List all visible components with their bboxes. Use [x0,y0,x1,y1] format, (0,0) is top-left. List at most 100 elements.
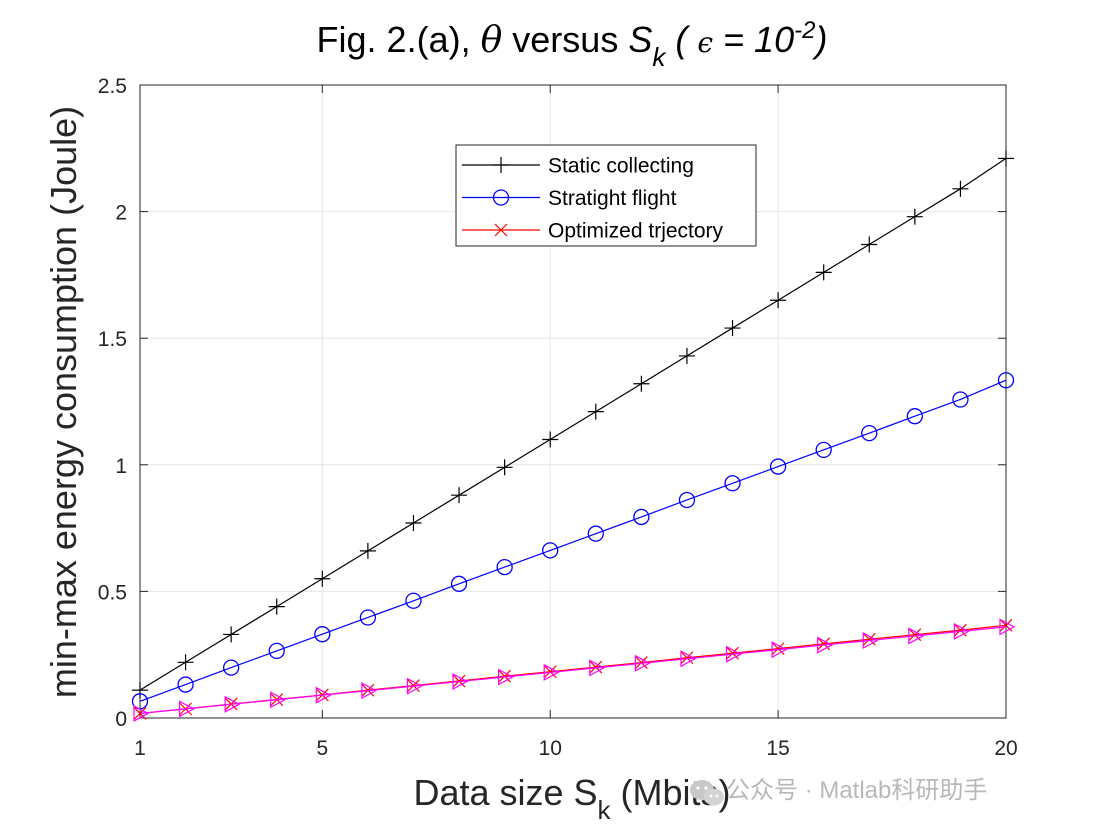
data-point [633,375,650,392]
data-point [862,632,879,650]
series-3 [133,618,1016,722]
data-point [908,627,925,645]
data-point [496,558,513,576]
data-point [771,642,785,656]
data-point [587,525,604,542]
data-point [359,609,377,626]
x-axis-label: Data size Sk (Mbits) [413,772,730,825]
data-point [815,441,832,459]
axes-frame [139,84,1007,719]
data-point [634,654,651,672]
data-point [542,431,559,448]
x-axis-ticks: 1 5 10 15 20 [134,85,1018,760]
data-point [223,659,240,676]
data-point [769,458,787,475]
data-point [817,636,833,654]
data-point [178,700,195,718]
y-axis-ticks: 0 0.5 1 1.5 2 2.5 [98,75,1006,731]
x-tick-label: 10 [539,737,562,760]
data-point [680,650,697,668]
data-point [589,660,603,674]
data-point [725,645,742,663]
data-point [815,264,832,281]
data-point [359,542,376,559]
series-layer [131,150,1016,722]
legend: Static collecting Stratight flight Optimiz… [455,144,757,247]
data-point [771,641,788,659]
data-point [587,403,604,420]
x-tick-label: 20 [994,737,1017,760]
legend-item: Static collecting [462,155,694,178]
y-tick-label: 2.5 [98,75,127,98]
series-line [139,157,1007,691]
y-tick-label: 1.5 [98,328,127,351]
data-point [953,622,970,640]
data-point [133,704,150,722]
axes-box [139,84,1007,719]
legend-box [455,144,757,247]
data-point [224,695,241,713]
legend-marker [494,223,508,237]
data-point [906,208,923,225]
y-tick-label: 1 [115,455,127,478]
legend-label: Optimized trjectory [548,220,724,243]
data-point [223,626,240,643]
data-point [496,459,513,476]
data-point [997,372,1015,389]
data-point [906,408,923,425]
y-tick-label: 2 [115,202,127,225]
data-point [268,642,285,660]
data-point [452,673,469,691]
series-0 [132,150,1014,699]
data-point [177,676,194,693]
data-point [724,475,741,492]
y-tick-label: 0 [115,708,127,731]
data-point [861,424,878,442]
data-point [726,646,739,660]
data-point [999,618,1016,636]
x-tick-label: 5 [316,737,328,760]
data-point [633,508,650,526]
data-point [770,292,787,309]
legend-label: Static collecting [548,155,694,178]
legend-item: Optimized trjectory [462,220,724,243]
data-point [314,626,331,643]
legend-marker [492,189,510,206]
data-point [952,391,969,408]
data-point [406,677,423,695]
data-point [589,659,606,677]
data-point [498,669,512,683]
legend-label: Stratight flight [548,187,677,210]
y-axis-label: min-max energy consumption (Joule) [43,106,84,698]
data-point [498,668,514,686]
data-point [450,575,468,592]
data-point [678,491,696,509]
series-1 [131,372,1015,710]
data-point [270,691,287,709]
data-point [361,682,378,700]
data-point [315,686,332,704]
y-tick-label: 0.5 [98,581,127,604]
data-point [542,542,559,559]
data-point [314,570,331,587]
data-point [634,656,648,669]
data-point [952,180,969,197]
data-point [451,487,468,504]
data-point [132,682,148,699]
data-point [680,651,694,665]
chart-title: Fig. 2.(a), θ versus Sk ( ϵ = 10-2) [317,17,828,72]
legend-item: Stratight flight [462,187,677,210]
data-point [724,320,741,337]
watermark: 公众号 · Matlab科研助手 [690,777,987,806]
legend-marker [493,157,509,173]
watermark-text: 公众号 · Matlab科研助手 [726,777,987,804]
data-point [861,236,878,253]
x-tick-label: 1 [134,737,146,760]
wechat-icon [690,780,724,806]
data-point [405,592,422,609]
data-point [543,663,560,681]
data-point [405,515,422,532]
data-point [177,654,194,671]
data-point [268,598,285,615]
